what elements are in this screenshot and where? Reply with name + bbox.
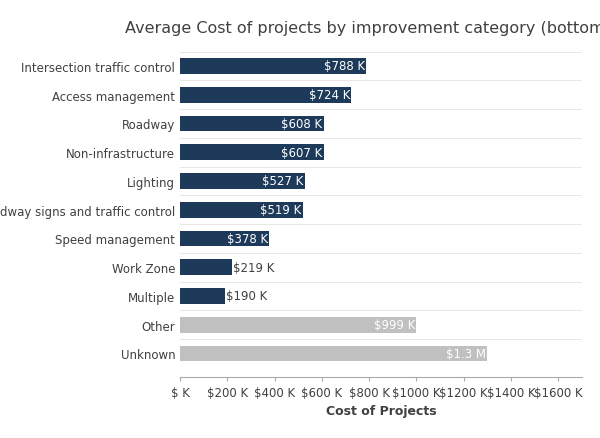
Bar [180, 202, 303, 218]
Text: $607 K: $607 K [281, 146, 322, 159]
Bar [180, 231, 269, 247]
Text: $519 K: $519 K [260, 204, 302, 217]
Text: $608 K: $608 K [281, 118, 323, 131]
Bar [180, 117, 324, 132]
Text: $724 K: $724 K [308, 89, 350, 102]
Bar [180, 59, 367, 75]
Title: Average Cost of projects by improvement category (bottom 11): Average Cost of projects by improvement … [125, 21, 600, 36]
Bar [180, 346, 487, 361]
Text: $999 K: $999 K [374, 318, 415, 332]
Bar [180, 288, 225, 304]
Bar [180, 260, 232, 276]
Bar [180, 145, 323, 161]
X-axis label: Cost of Projects: Cost of Projects [326, 404, 436, 417]
Bar [180, 88, 351, 103]
Text: $190 K: $190 K [226, 290, 268, 303]
Bar [180, 174, 305, 190]
Text: $378 K: $378 K [227, 233, 268, 245]
Text: $1.3 M: $1.3 M [446, 347, 486, 360]
Bar [180, 317, 416, 333]
Text: $788 K: $788 K [324, 60, 365, 73]
Text: $219 K: $219 K [233, 261, 274, 274]
Text: $527 K: $527 K [262, 175, 304, 188]
